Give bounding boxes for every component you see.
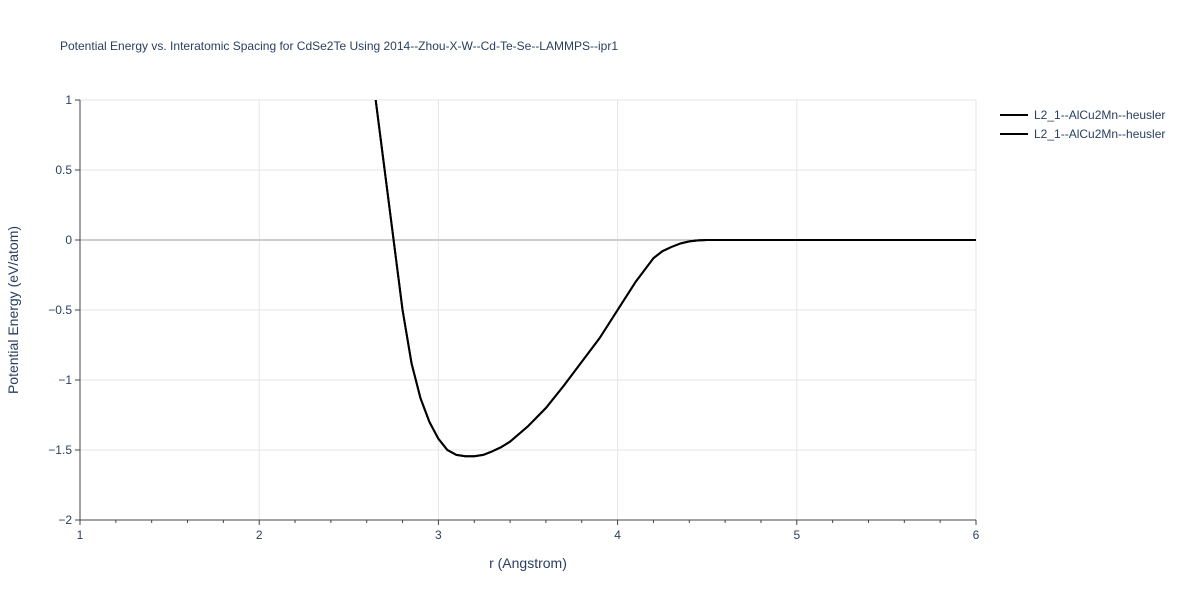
y-tick-label: −1.5: [48, 443, 72, 457]
x-tick-label: 6: [973, 528, 980, 542]
y-axis-ticks: −2 −1.5 −1 −0.5 0 0.5 1: [48, 93, 80, 527]
x-axis-ticks: 1 2 3 4 5 6: [77, 520, 980, 542]
y-tick-label: −2: [58, 513, 72, 527]
chart-title: Potential Energy vs. Interatomic Spacing…: [60, 39, 618, 53]
y-axis-title: Potential Energy (eV/atom): [5, 226, 21, 394]
series-group: [374, 100, 976, 458]
x-axis-title: r (Angstrom): [489, 555, 567, 571]
y-tick-label: −1: [58, 373, 72, 387]
x-tick-label: 2: [256, 528, 263, 542]
legend-item-1[interactable]: L2_1--AlCu2Mn--heusler: [1000, 108, 1165, 122]
x-tick-label: 4: [614, 528, 621, 542]
legend-item-2[interactable]: L2_1--AlCu2Mn--heusler: [1000, 127, 1165, 141]
series-line-2: [374, 100, 976, 458]
y-tick-label: 1: [65, 93, 72, 107]
legend[interactable]: L2_1--AlCu2Mn--heusler L2_1--AlCu2Mn--heu…: [1000, 108, 1165, 141]
x-tick-label: 1: [77, 528, 84, 542]
x-tick-label: 3: [435, 528, 442, 542]
legend-label: L2_1--AlCu2Mn--heusler: [1034, 127, 1165, 141]
legend-label: L2_1--AlCu2Mn--heusler: [1034, 108, 1165, 122]
y-tick-label: 0: [65, 233, 72, 247]
y-tick-label: 0.5: [55, 163, 72, 177]
y-tick-label: −0.5: [48, 303, 72, 317]
x-tick-label: 5: [793, 528, 800, 542]
grid: [80, 99, 977, 520]
